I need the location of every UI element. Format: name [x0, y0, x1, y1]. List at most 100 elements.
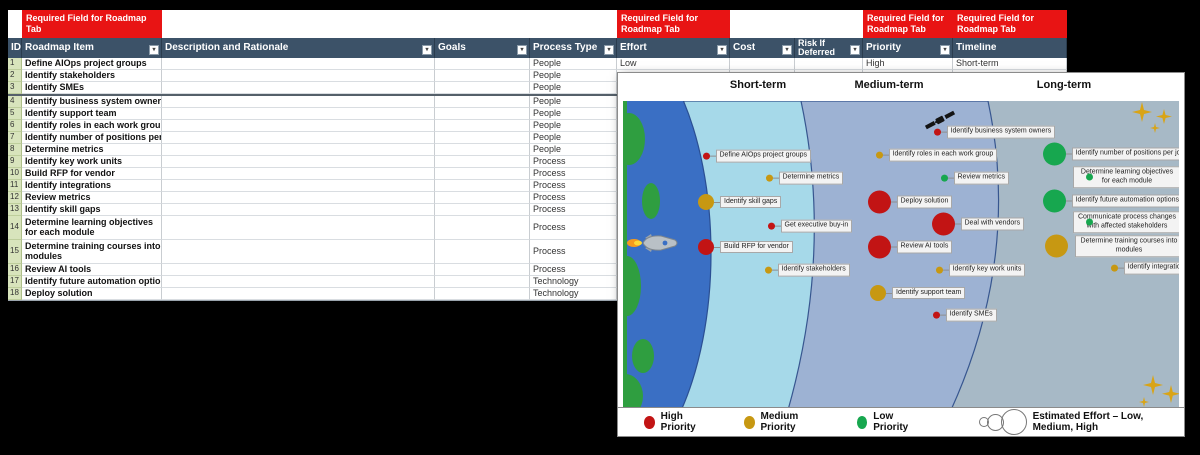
cell-num[interactable]: 14	[8, 216, 22, 240]
cell-desc[interactable]	[162, 144, 435, 156]
cell-ptype[interactable]: Technology	[530, 288, 617, 300]
cell-num[interactable]: 7	[8, 132, 22, 144]
cell-num[interactable]: 3	[8, 82, 22, 94]
cell-desc[interactable]	[162, 120, 435, 132]
cell-goals[interactable]	[435, 168, 530, 180]
cell-desc[interactable]	[162, 240, 435, 264]
cell-num[interactable]: 13	[8, 204, 22, 216]
cell-goals[interactable]	[435, 216, 530, 240]
cell-num[interactable]: 15	[8, 240, 22, 264]
cell-item[interactable]: Identify business system owners	[22, 96, 162, 108]
cell-goals[interactable]	[435, 264, 530, 276]
column-header-desc[interactable]: Description and Rationale ▾	[162, 38, 435, 58]
cell-item[interactable]: Define AIOps project groups	[22, 58, 162, 70]
cell-ptype[interactable]: Process	[530, 240, 617, 264]
cell-num[interactable]: 9	[8, 156, 22, 168]
cell-cost[interactable]	[730, 58, 795, 70]
cell-num[interactable]: 10	[8, 168, 22, 180]
cell-item[interactable]: Review AI tools	[22, 264, 162, 276]
cell-goals[interactable]	[435, 82, 530, 94]
cell-timeline[interactable]: Short-term	[953, 58, 1067, 70]
filter-dropdown-icon[interactable]: ▾	[782, 45, 792, 55]
cell-desc[interactable]	[162, 70, 435, 82]
filter-dropdown-icon[interactable]: ▾	[517, 45, 527, 55]
cell-ptype[interactable]: People	[530, 58, 617, 70]
cell-item[interactable]: Identify future automation options	[22, 276, 162, 288]
cell-ptype[interactable]: People	[530, 108, 617, 120]
cell-desc[interactable]	[162, 58, 435, 70]
cell-effort[interactable]: Low	[617, 58, 730, 70]
cell-desc[interactable]	[162, 180, 435, 192]
cell-goals[interactable]	[435, 204, 530, 216]
cell-num[interactable]: 6	[8, 120, 22, 132]
column-header-effort[interactable]: Effort ▾	[617, 38, 730, 58]
filter-dropdown-icon[interactable]: ▾	[604, 45, 614, 55]
cell-ptype[interactable]: Process	[530, 180, 617, 192]
cell-item[interactable]: Determine training courses into modules	[22, 240, 162, 264]
cell-desc[interactable]	[162, 276, 435, 288]
cell-item[interactable]: Identify key work units	[22, 156, 162, 168]
filter-dropdown-icon[interactable]: ▾	[422, 45, 432, 55]
filter-dropdown-icon[interactable]: ▾	[850, 45, 860, 55]
cell-ptype[interactable]: Process	[530, 192, 617, 204]
cell-goals[interactable]	[435, 180, 530, 192]
cell-ptype[interactable]: Process	[530, 216, 617, 240]
cell-num[interactable]: 18	[8, 288, 22, 300]
column-header-priority[interactable]: Priority ▾	[863, 38, 953, 58]
cell-item[interactable]: Identify roles in each work group	[22, 120, 162, 132]
cell-desc[interactable]	[162, 192, 435, 204]
cell-desc[interactable]	[162, 216, 435, 240]
cell-item[interactable]: Identify integrations	[22, 180, 162, 192]
cell-ptype[interactable]: Process	[530, 156, 617, 168]
cell-desc[interactable]	[162, 96, 435, 108]
cell-ptype[interactable]: People	[530, 120, 617, 132]
cell-item[interactable]: Review metrics	[22, 192, 162, 204]
cell-desc[interactable]	[162, 204, 435, 216]
cell-item[interactable]: Identify support team	[22, 108, 162, 120]
cell-desc[interactable]	[162, 168, 435, 180]
cell-item[interactable]: Identify SMEs	[22, 82, 162, 94]
cell-item[interactable]: Identify skill gaps	[22, 204, 162, 216]
cell-item[interactable]: Deploy solution	[22, 288, 162, 300]
filter-dropdown-icon[interactable]: ▾	[149, 45, 159, 55]
cell-ptype[interactable]: People	[530, 144, 617, 156]
cell-item[interactable]: Build RFP for vendor	[22, 168, 162, 180]
cell-num[interactable]: 16	[8, 264, 22, 276]
cell-goals[interactable]	[435, 240, 530, 264]
cell-goals[interactable]	[435, 96, 530, 108]
cell-priority[interactable]: High	[863, 58, 953, 70]
cell-goals[interactable]	[435, 156, 530, 168]
column-header-ptype[interactable]: Process Type ▾	[530, 38, 617, 58]
cell-desc[interactable]	[162, 132, 435, 144]
column-header-item[interactable]: Roadmap Item ▾	[22, 38, 162, 58]
cell-goals[interactable]	[435, 70, 530, 82]
cell-desc[interactable]	[162, 156, 435, 168]
cell-desc[interactable]	[162, 264, 435, 276]
cell-goals[interactable]	[435, 192, 530, 204]
cell-ptype[interactable]: Process	[530, 204, 617, 216]
cell-ptype[interactable]: Process	[530, 168, 617, 180]
cell-item[interactable]: Identify stakeholders	[22, 70, 162, 82]
column-header-num[interactable]: ID	[8, 38, 22, 58]
cell-desc[interactable]	[162, 288, 435, 300]
cell-num[interactable]: 2	[8, 70, 22, 82]
cell-goals[interactable]	[435, 276, 530, 288]
cell-goals[interactable]	[435, 144, 530, 156]
cell-num[interactable]: 8	[8, 144, 22, 156]
cell-desc[interactable]	[162, 108, 435, 120]
filter-dropdown-icon[interactable]: ▾	[717, 45, 727, 55]
cell-ptype[interactable]: People	[530, 82, 617, 94]
cell-item[interactable]: Determine metrics	[22, 144, 162, 156]
cell-num[interactable]: 12	[8, 192, 22, 204]
cell-ptype[interactable]: People	[530, 132, 617, 144]
cell-item[interactable]: Identify number of positions per job	[22, 132, 162, 144]
column-header-risk[interactable]: Risk If Deferred ▾	[795, 38, 863, 58]
cell-risk[interactable]	[795, 58, 863, 70]
filter-dropdown-icon[interactable]: ▾	[940, 45, 950, 55]
column-header-cost[interactable]: Cost ▾	[730, 38, 795, 58]
cell-goals[interactable]	[435, 108, 530, 120]
cell-goals[interactable]	[435, 58, 530, 70]
cell-goals[interactable]	[435, 288, 530, 300]
cell-num[interactable]: 17	[8, 276, 22, 288]
cell-num[interactable]: 5	[8, 108, 22, 120]
